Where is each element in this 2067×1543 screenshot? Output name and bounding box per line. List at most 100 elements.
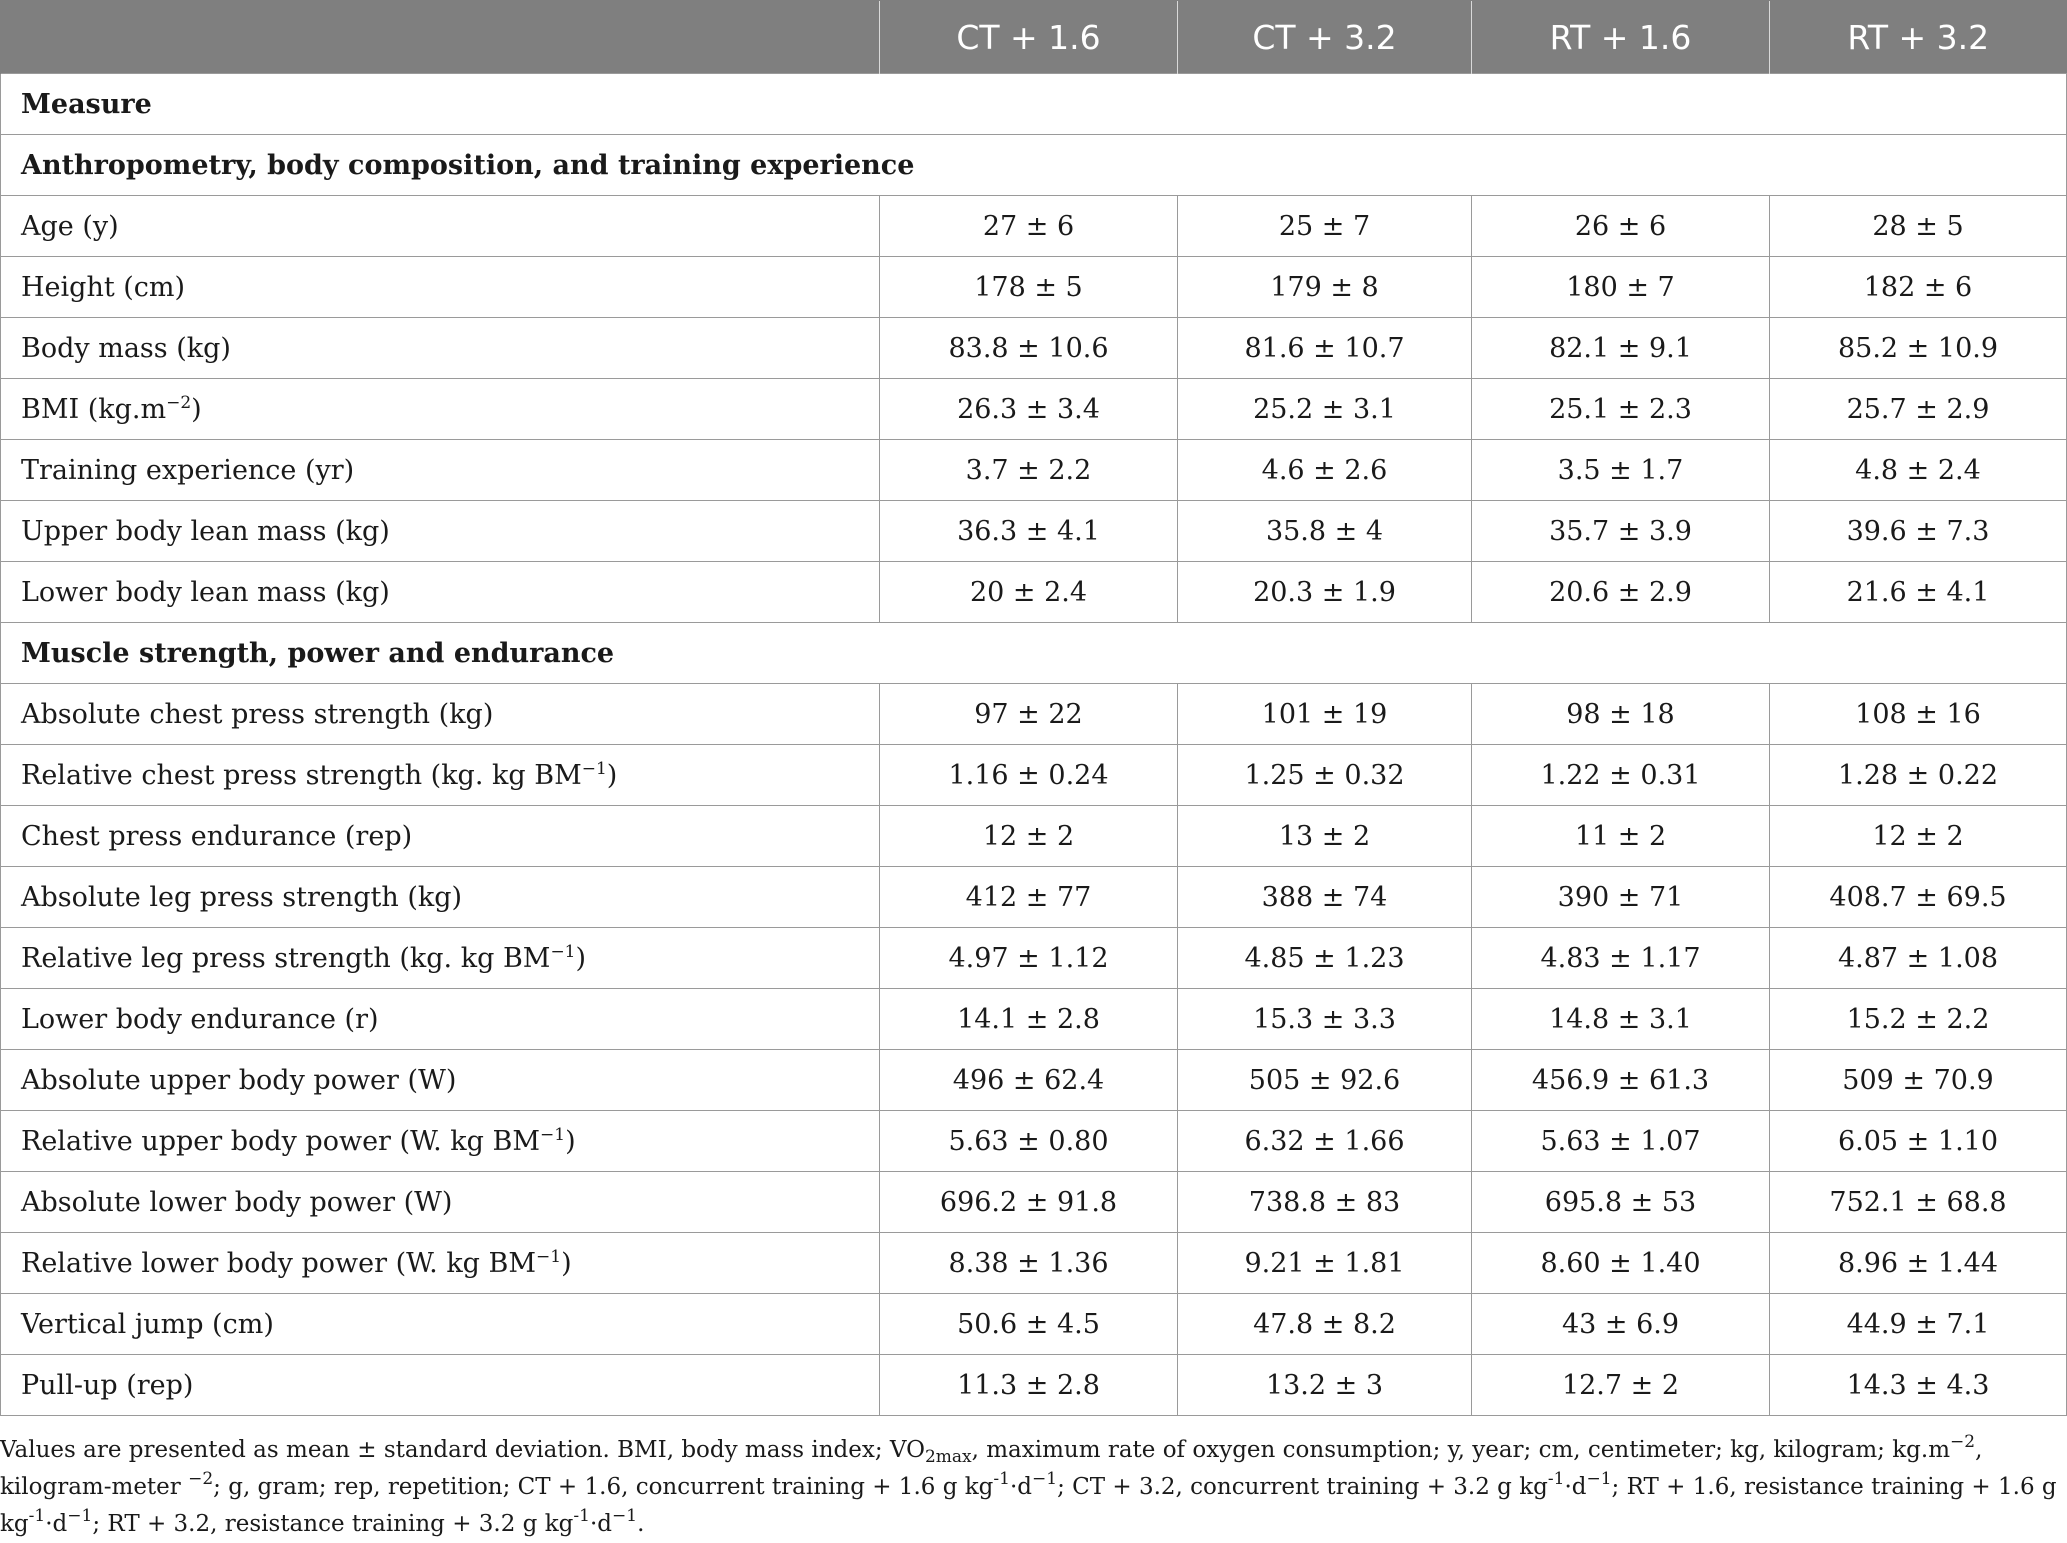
footnote-sup: -1	[573, 1506, 590, 1526]
footnote-text: ; RT + 1.6, resistance training + 1.6 g …	[0, 1474, 2057, 1537]
footnote-sup: -1	[1547, 1469, 1565, 1489]
value-cell: 3.7 ± 2.2	[879, 439, 1178, 501]
row-label-sup: −2	[166, 392, 192, 413]
value-cell: 4.6 ± 2.6	[1177, 439, 1472, 501]
value-cell: 85.2 ± 10.9	[1769, 317, 2067, 379]
row-label: Lower body endurance (r)	[0, 988, 880, 1050]
footnote-sup: −1	[1032, 1469, 1058, 1489]
row-label-text: Relative leg press strength (kg. kg BM	[21, 942, 551, 974]
value-cell: 388 ± 74	[1177, 866, 1472, 928]
value-cell: 26.3 ± 3.4	[879, 378, 1178, 440]
row-label-tail: )	[561, 1247, 572, 1279]
footnote-text: ·d	[1009, 1474, 1033, 1500]
value-cell: 1.25 ± 0.32	[1177, 744, 1472, 806]
table-row: Lower body lean mass (kg) 20 ± 2.4 20.3 ± …	[0, 561, 2067, 623]
footnote-text: , maximum rate of oxygen consumption; y,…	[971, 1437, 1951, 1463]
value-cell: 180 ± 7	[1471, 256, 1770, 318]
row-label-text: Body mass (kg)	[21, 332, 231, 364]
value-cell: 35.8 ± 4	[1177, 500, 1472, 562]
value-cell: 15.3 ± 3.3	[1177, 988, 1472, 1050]
row-label: Relative leg press strength (kg. kg BM−1…	[0, 927, 880, 989]
row-label-text: Upper body lean mass (kg)	[21, 515, 390, 547]
footnote-sup: -1	[28, 1506, 46, 1526]
value-cell: 28 ± 5	[1769, 195, 2067, 257]
value-cell: 696.2 ± 91.8	[879, 1171, 1178, 1233]
row-label: Height (cm)	[0, 256, 880, 318]
value-cell: 83.8 ± 10.6	[879, 317, 1178, 379]
value-cell: 20.3 ± 1.9	[1177, 561, 1472, 623]
value-cell: 4.8 ± 2.4	[1769, 439, 2067, 501]
table-row: BMI (kg.m−2) 26.3 ± 3.4 25.2 ± 3.1 25.1 ± 2…	[0, 378, 2067, 440]
footnote-sup: −1	[1586, 1469, 1612, 1489]
footnote-text: ·d	[45, 1511, 68, 1537]
table-body: Measure Anthropometry, body composition,…	[0, 73, 2067, 1416]
value-cell: 4.85 ± 1.23	[1177, 927, 1472, 989]
footnote-text: ; RT + 3.2, resistance training + 3.2 g …	[92, 1511, 574, 1537]
value-cell: 182 ± 6	[1769, 256, 2067, 318]
value-cell: 5.63 ± 1.07	[1471, 1110, 1770, 1172]
row-label-tail: )	[191, 393, 202, 425]
row-label-tail: )	[606, 759, 618, 791]
row-label: Chest press endurance (rep)	[0, 805, 880, 867]
table-row: Relative chest press strength (kg. kg BM…	[0, 744, 2067, 806]
row-label-text: Vertical jump (cm)	[21, 1308, 274, 1340]
row-label: Body mass (kg)	[0, 317, 880, 379]
value-cell: 390 ± 71	[1471, 866, 1770, 928]
footnote-text: ; g, gram; rep, repetition; CT + 1.6, co…	[213, 1474, 994, 1500]
table-row: Absolute leg press strength (kg) 412 ± 77…	[0, 866, 2067, 928]
row-label-text: Chest press endurance (rep)	[21, 820, 413, 852]
value-cell: 412 ± 77	[879, 866, 1178, 928]
section-row: Muscle strength, power and endurance	[0, 622, 2067, 684]
row-label: Pull-up (rep)	[0, 1354, 880, 1416]
row-label: Absolute leg press strength (kg)	[0, 866, 880, 928]
row-label-text: Relative upper body power (W. kg BM	[21, 1125, 540, 1157]
value-cell: 4.97 ± 1.12	[879, 927, 1178, 989]
value-cell: 47.8 ± 8.2	[1177, 1293, 1472, 1355]
row-label: Age (y)	[0, 195, 880, 257]
value-cell: 509 ± 70.9	[1769, 1049, 2067, 1111]
value-cell: 408.7 ± 69.5	[1769, 866, 2067, 928]
footnote-sub: 2max	[924, 1447, 972, 1467]
footnote-text: .	[637, 1511, 645, 1537]
row-label-sup: −1	[581, 758, 607, 779]
value-cell: 8.38 ± 1.36	[879, 1232, 1178, 1294]
value-cell: 3.5 ± 1.7	[1471, 439, 1770, 501]
footnote-text: , kilogram-meter	[0, 1437, 1983, 1500]
footnote-text: ; CT + 3.2, concurrent training + 3.2 g …	[1057, 1474, 1548, 1500]
value-cell: 97 ± 22	[879, 683, 1178, 745]
row-label: Absolute chest press strength (kg)	[0, 683, 880, 745]
value-cell: 6.05 ± 1.10	[1769, 1110, 2067, 1172]
row-label: Relative lower body power (W. kg BM−1)	[0, 1232, 880, 1294]
row-label-sup: −1	[536, 1246, 562, 1267]
data-table: CT + 1.6 CT + 3.2 RT + 1.6 RT + 3.2 Meas…	[0, 0, 2067, 1416]
value-cell: 39.6 ± 7.3	[1769, 500, 2067, 562]
table-row: Relative lower body power (W. kg BM−1) 8.…	[0, 1232, 2067, 1294]
section-title: Anthropometry, body composition, and tra…	[0, 134, 2067, 196]
value-cell: 14.1 ± 2.8	[879, 988, 1178, 1050]
value-cell: 6.32 ± 1.66	[1177, 1110, 1472, 1172]
value-cell: 43 ± 6.9	[1471, 1293, 1770, 1355]
table-row: Height (cm) 178 ± 5 179 ± 8 180 ± 7 182 ± 6	[0, 256, 2067, 318]
value-cell: 13 ± 2	[1177, 805, 1472, 867]
value-cell: 738.8 ± 83	[1177, 1171, 1472, 1233]
row-label-text: Absolute leg press strength (kg)	[21, 881, 463, 913]
value-cell: 11 ± 2	[1471, 805, 1770, 867]
value-cell: 8.60 ± 1.40	[1471, 1232, 1770, 1294]
table-row: Lower body endurance (r) 14.1 ± 2.8 15.3 ±…	[0, 988, 2067, 1050]
row-label-text: Pull-up (rep)	[21, 1369, 194, 1401]
row-label-text: Absolute upper body power (W)	[21, 1064, 457, 1096]
header-cell: CT + 3.2	[1177, 0, 1472, 74]
table-row: Vertical jump (cm) 50.6 ± 4.5 47.8 ± 8.2 43…	[0, 1293, 2067, 1355]
value-cell: 12 ± 2	[1769, 805, 2067, 867]
table-row: Relative upper body power (W. kg BM−1) 5.…	[0, 1110, 2067, 1172]
row-label-text: Training experience (yr)	[21, 454, 355, 486]
header-cell: RT + 1.6	[1471, 0, 1770, 74]
value-cell: 1.28 ± 0.22	[1769, 744, 2067, 806]
table-row: Absolute upper body power (W) 496 ± 62.4 5…	[0, 1049, 2067, 1111]
value-cell: 505 ± 92.6	[1177, 1049, 1472, 1111]
value-cell: 98 ± 18	[1471, 683, 1770, 745]
header-cell	[0, 0, 880, 74]
footnote-sup: −2	[188, 1469, 214, 1489]
